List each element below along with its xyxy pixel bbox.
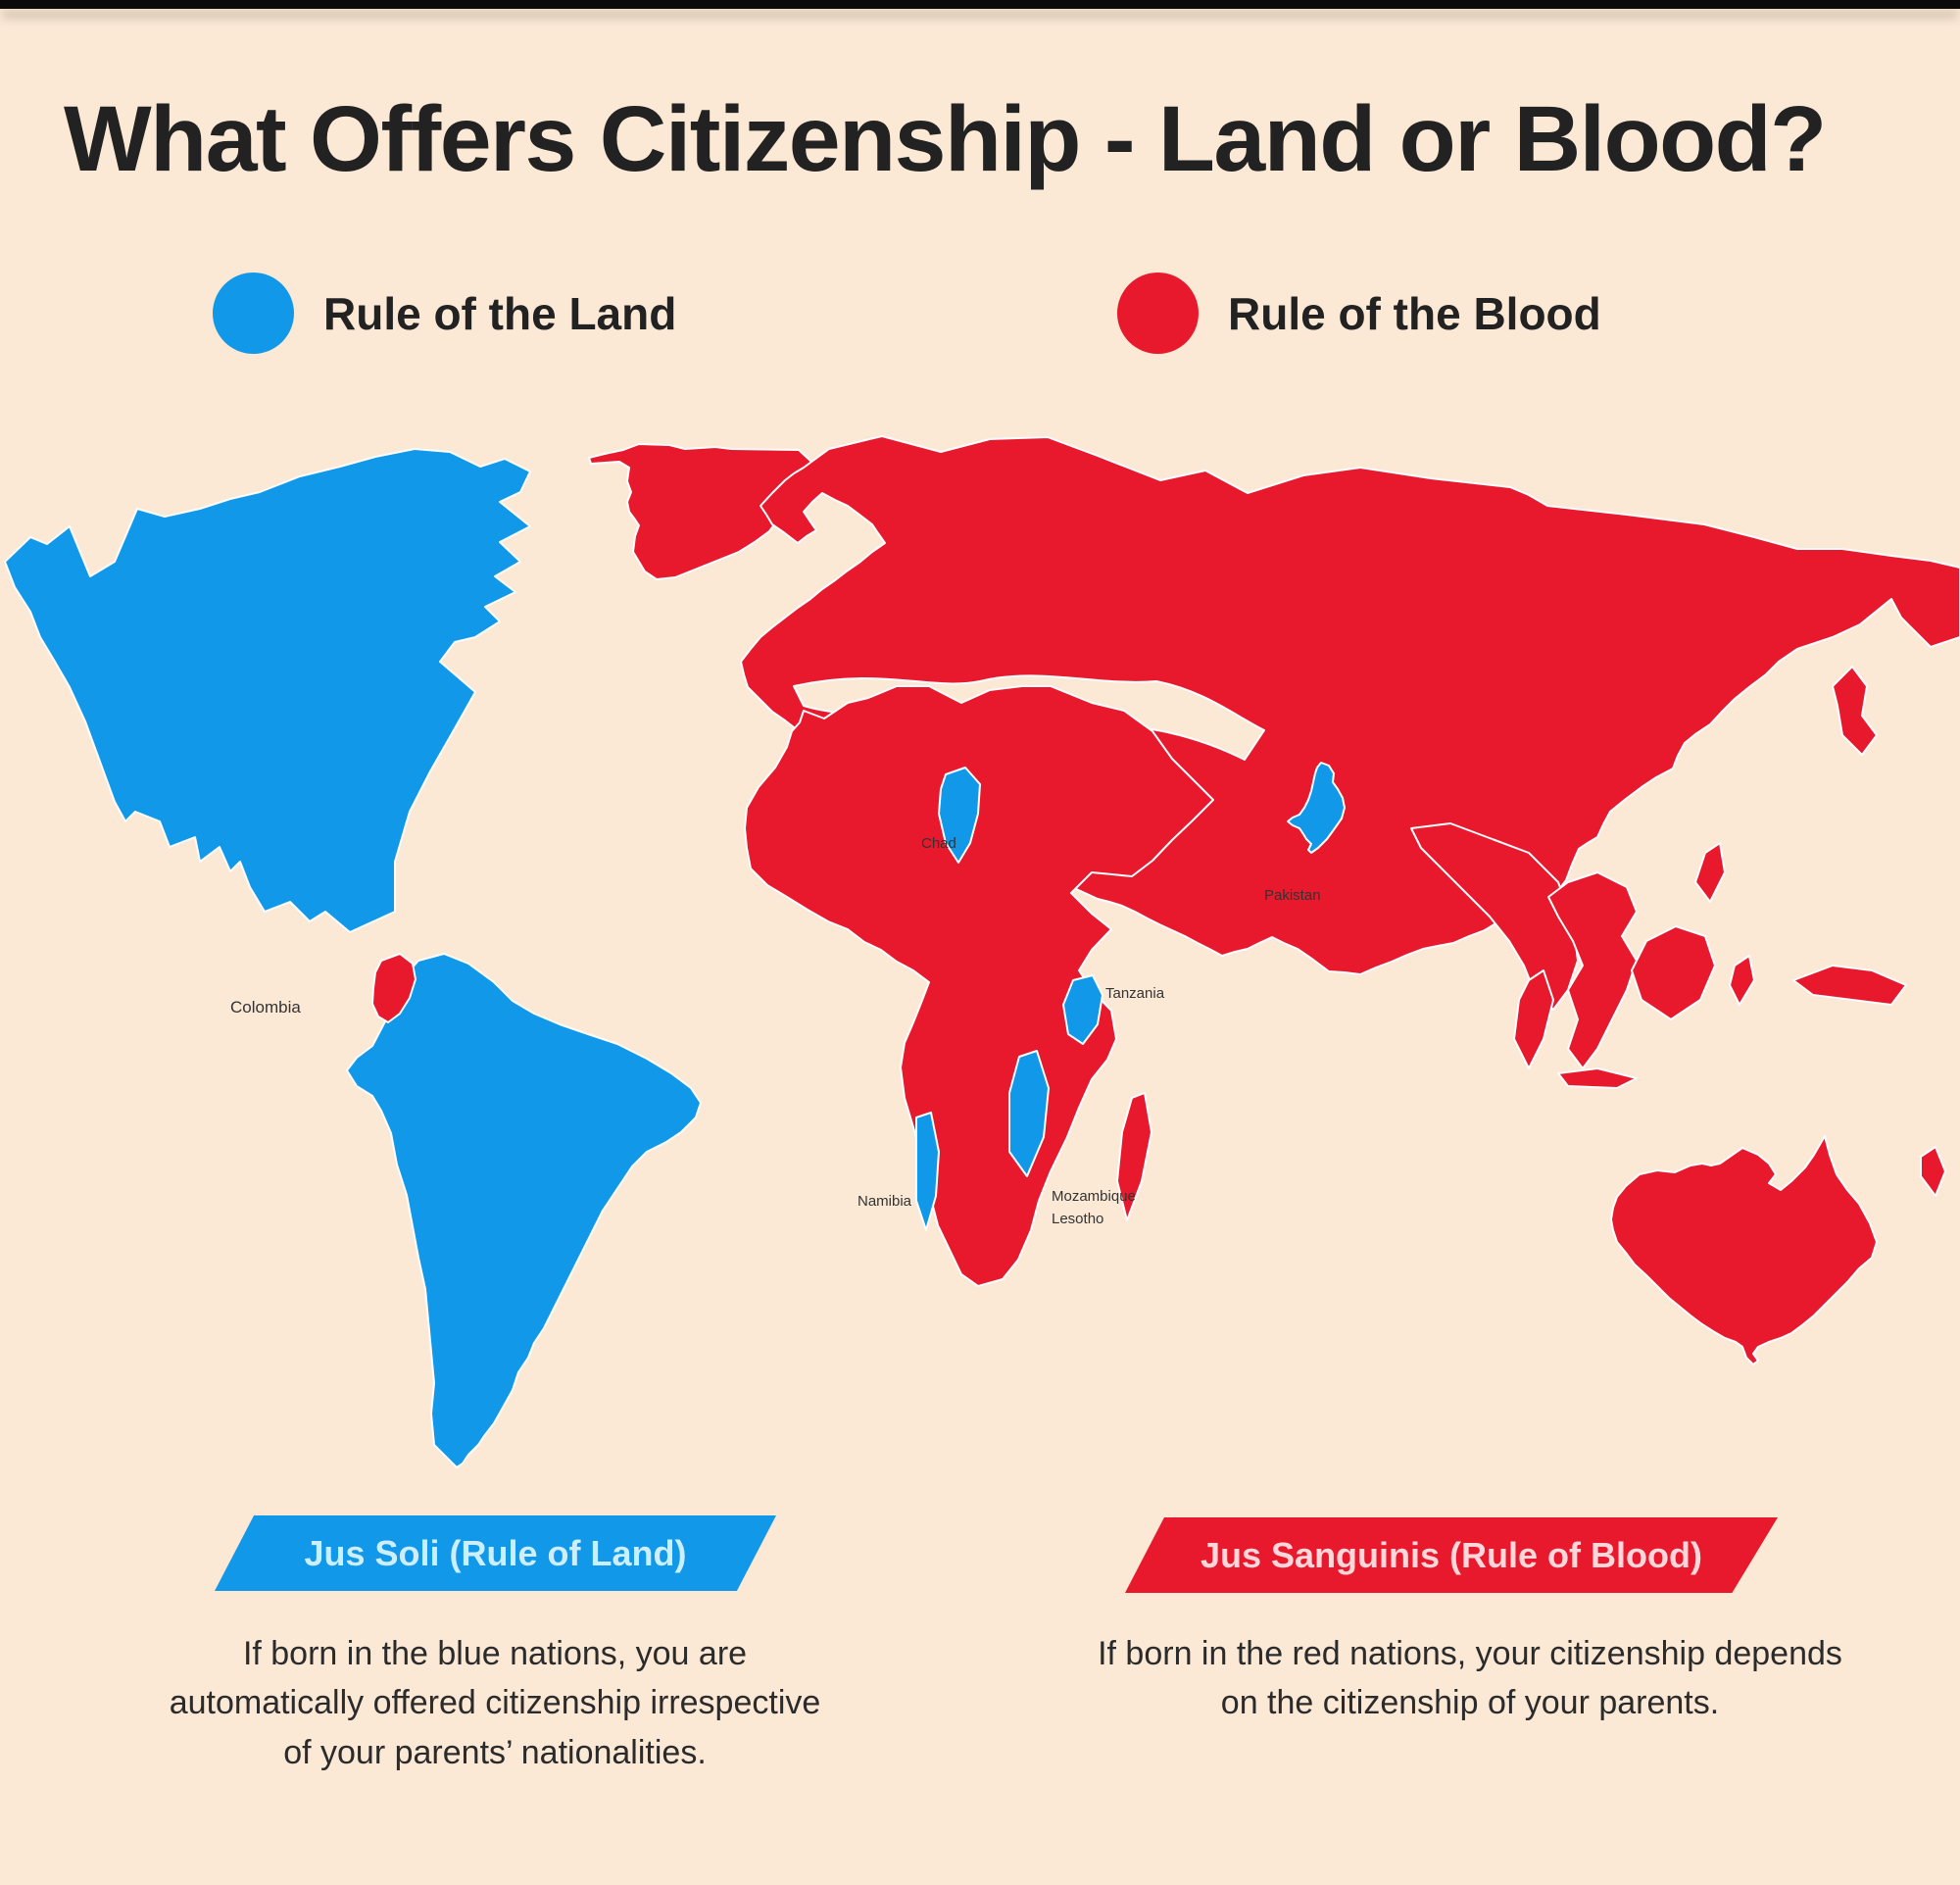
svg-text:Tanzania: Tanzania bbox=[1105, 985, 1165, 1002]
svg-text:Lesotho: Lesotho bbox=[1052, 1211, 1103, 1227]
svg-text:Mozambique: Mozambique bbox=[1052, 1188, 1136, 1205]
svg-text:Chad: Chad bbox=[921, 835, 956, 852]
svg-text:Pakistan: Pakistan bbox=[1264, 887, 1321, 904]
svg-text:Colombia: Colombia bbox=[230, 998, 301, 1017]
svg-text:Namibia: Namibia bbox=[858, 1193, 912, 1210]
